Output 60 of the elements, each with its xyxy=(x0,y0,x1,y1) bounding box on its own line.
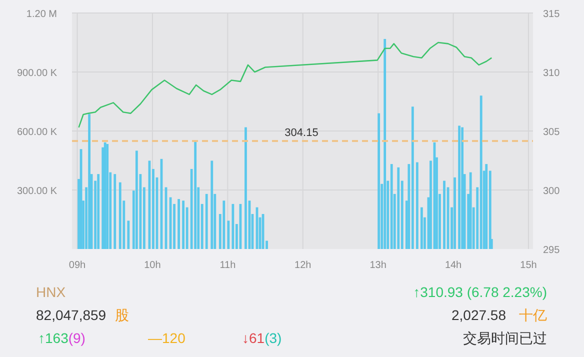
bar xyxy=(378,113,380,249)
bar xyxy=(232,204,234,249)
text: 2,027.58 xyxy=(452,307,506,323)
bar xyxy=(227,220,230,249)
y-tick-label: 1.20 M xyxy=(26,9,57,20)
bar xyxy=(205,194,208,249)
bar xyxy=(97,174,100,249)
text: ↓61 xyxy=(242,330,265,346)
bar xyxy=(127,220,130,249)
bar xyxy=(390,164,393,249)
x-tick-label: 11h xyxy=(220,260,236,271)
x-tick-label: 15h xyxy=(520,260,537,271)
y-tick-label: 600.00 K xyxy=(16,127,58,138)
x-tick-label: 12h xyxy=(294,260,312,271)
bar xyxy=(178,199,180,249)
y-tick-label: 300.00 K xyxy=(16,186,58,197)
y2-tick-label: 295 xyxy=(543,245,560,256)
y2-tick-label: 305 xyxy=(543,127,560,138)
text: ↑163 xyxy=(38,330,69,346)
bar xyxy=(485,164,488,249)
x-tick-label: 13h xyxy=(370,260,386,271)
bar xyxy=(135,150,138,249)
bar xyxy=(114,174,116,249)
text: —120 xyxy=(148,330,186,346)
bar xyxy=(411,106,414,249)
bar xyxy=(416,162,418,249)
bar xyxy=(458,126,460,249)
bar xyxy=(182,200,184,249)
text: (3) xyxy=(264,330,282,346)
text: 交易时间已过 xyxy=(463,330,547,346)
ref-line-label: 304.15 xyxy=(284,127,318,140)
text: 82,047,859 xyxy=(36,307,106,323)
bar xyxy=(461,127,464,249)
bar xyxy=(420,207,423,249)
bar xyxy=(106,144,109,249)
bar xyxy=(397,167,400,249)
text: (9) xyxy=(68,330,86,346)
y2-tick-label: 310 xyxy=(543,68,560,79)
bar xyxy=(443,180,446,249)
x-tick-label: 10h xyxy=(144,260,161,271)
text: 股 xyxy=(115,307,129,323)
bar xyxy=(222,200,226,249)
y-tick-label: 900.00 K xyxy=(16,68,58,79)
y2-tick-label: 300 xyxy=(543,186,560,197)
bar xyxy=(194,140,197,249)
bar xyxy=(118,182,122,249)
text: HNX xyxy=(36,284,66,300)
bar xyxy=(210,160,214,249)
text: 十亿 xyxy=(519,307,547,323)
bar xyxy=(454,177,456,249)
x-tick-label: 09h xyxy=(68,260,86,271)
line-series xyxy=(78,42,492,128)
bar xyxy=(384,38,386,249)
bar xyxy=(469,172,472,249)
bar xyxy=(480,96,482,249)
text: ↑310.93 (6.78 2.23%) xyxy=(413,284,547,300)
x-tick-label: 14h xyxy=(444,260,462,271)
y2-tick-label: 315 xyxy=(543,9,560,20)
bar xyxy=(244,127,247,249)
bar xyxy=(88,114,90,249)
